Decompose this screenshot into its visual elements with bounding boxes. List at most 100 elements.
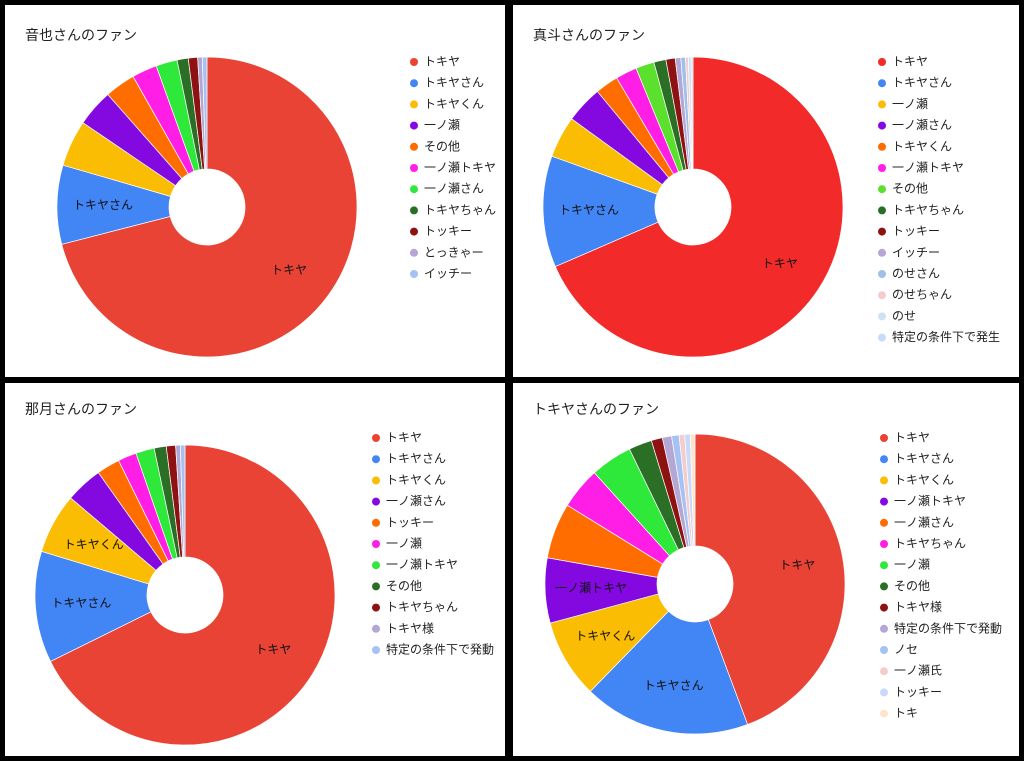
legend-label: その他 — [424, 139, 460, 153]
legend-marker — [880, 434, 888, 442]
donut-slice — [694, 433, 846, 725]
legend-marker — [410, 79, 418, 88]
legend-label: トキヤちゃん — [892, 203, 964, 217]
chart-title: トキヤさんのファン — [533, 402, 659, 418]
legend-marker — [878, 58, 886, 66]
legend-marker — [410, 185, 418, 194]
slice-label: トキヤさん — [73, 198, 133, 212]
donut-slice — [179, 444, 186, 558]
legend-label: 一ノ瀬トキヤ — [386, 558, 458, 572]
legend-label: 一ノ瀬トキヤ — [892, 161, 964, 175]
legend-marker — [410, 270, 418, 278]
legend-marker — [372, 476, 380, 485]
legend-label: トキヤさん — [892, 76, 952, 90]
legend-marker — [372, 582, 380, 591]
donut-slice — [50, 444, 336, 746]
legend-label: その他 — [892, 182, 928, 196]
legend-label: 特定の条件下で発動 — [386, 642, 494, 657]
legend-marker — [372, 646, 380, 654]
legend-marker — [410, 206, 418, 215]
legend-label: トキヤくん — [894, 473, 954, 487]
legend-marker — [880, 561, 888, 570]
legend-label: 一ノ瀬さん — [892, 118, 952, 132]
legend-marker — [410, 58, 418, 66]
legend-marker — [878, 121, 886, 130]
legend-marker — [880, 709, 888, 718]
legend-marker — [880, 646, 888, 654]
legend-marker — [878, 79, 886, 88]
slice-label: 一ノ瀬トキヤ — [555, 581, 627, 595]
legend-label: 一ノ瀬さん — [386, 494, 446, 508]
chart-panel: 音也さんのファントキヤトキヤトキヤさんトキヤさんトキヤくん一ノ瀬その他一ノ瀬トキ… — [5, 5, 505, 377]
legend-marker — [880, 497, 888, 506]
donut-slice — [542, 155, 659, 268]
legend-marker — [878, 185, 886, 194]
legend-label: トキ — [894, 706, 918, 720]
legend-label: トキヤ — [892, 55, 928, 69]
legend-label: 一ノ瀬トキヤ — [424, 161, 496, 175]
legend-marker — [878, 270, 886, 278]
legend-label: トキヤちゃん — [894, 537, 966, 551]
legend-label: トキヤくん — [386, 473, 446, 487]
legend-label: トキヤさん — [386, 452, 446, 466]
legend-label: トッキー — [424, 224, 472, 238]
legend-marker — [880, 582, 888, 591]
legend-marker — [880, 518, 888, 527]
slice-label: トキヤ — [271, 263, 307, 277]
legend-marker — [372, 624, 380, 633]
slice-label: トキヤさん — [51, 596, 111, 610]
legend-label: 一ノ瀬 — [386, 537, 422, 551]
slice-label: トキヤ — [255, 642, 291, 656]
legend-marker — [372, 497, 380, 506]
legend-label: その他 — [894, 579, 930, 593]
legend-marker — [372, 603, 380, 612]
legend-label: トキヤさん — [894, 452, 954, 466]
donut-slice — [689, 433, 696, 547]
legend-label: トッキー — [894, 685, 942, 699]
chart-panel: 那月さんのファントキヤトキヤトキヤさんトキヤさんトキヤくんトキヤくん一ノ瀬さんト… — [5, 383, 505, 756]
legend-marker — [878, 164, 886, 172]
legend-marker — [880, 603, 888, 612]
legend-marker — [410, 100, 418, 109]
legend-marker — [880, 476, 888, 485]
legend-label: トキヤ — [386, 431, 422, 445]
legend-label: のせさん — [892, 267, 940, 281]
legend-marker — [410, 227, 418, 236]
legend-label: トキヤ — [894, 431, 930, 445]
legend-label: 一ノ瀬氏 — [894, 664, 942, 678]
legend-label: 一ノ瀬 — [424, 118, 460, 132]
chart-panel: トキヤさんのファントキヤトキヤトキヤさんトキヤさんトキヤくんトキヤくん一ノ瀬トキ… — [513, 383, 1019, 756]
legend-label: のせ — [892, 309, 916, 323]
donut-slice — [201, 56, 208, 170]
legend-label: トキヤさん — [424, 76, 484, 90]
legend-label: イッチー — [424, 267, 472, 281]
slice-label: トキヤ — [779, 558, 815, 572]
legend-marker — [372, 434, 380, 442]
chart-panel: 真斗さんのファントキヤトキヤトキヤさんトキヤさん一ノ瀬一ノ瀬さんトキヤくん一ノ瀬… — [513, 5, 1019, 377]
legend-marker — [372, 540, 380, 548]
legend-marker — [880, 624, 888, 633]
chart-title: 音也さんのファン — [25, 27, 137, 44]
donut-slice — [589, 610, 749, 735]
legend-marker — [410, 121, 418, 130]
legend-marker — [878, 333, 886, 342]
legend-label: 一ノ瀬さん — [424, 182, 484, 196]
legend-label: トキヤちゃん — [424, 203, 496, 217]
legend-marker — [410, 248, 418, 257]
legend-marker — [372, 561, 380, 570]
legend-marker — [878, 248, 886, 257]
legend-label: とっきゃー — [424, 245, 484, 259]
legend-label: トキヤちゃん — [386, 600, 458, 614]
legend-label: トキヤ — [424, 55, 460, 69]
legend-label: ノセ — [894, 643, 918, 657]
legend-marker — [878, 100, 886, 109]
legend-label: 一ノ瀬さん — [894, 515, 954, 529]
legend-marker — [880, 667, 888, 676]
slice-label: トキヤくん — [575, 629, 635, 643]
slice-label: トキヤくん — [64, 538, 124, 552]
slice-label: トキヤ — [762, 257, 798, 271]
legend-label: 一ノ瀬 — [892, 97, 928, 111]
legend-marker — [878, 142, 886, 151]
legend-marker — [878, 206, 886, 215]
